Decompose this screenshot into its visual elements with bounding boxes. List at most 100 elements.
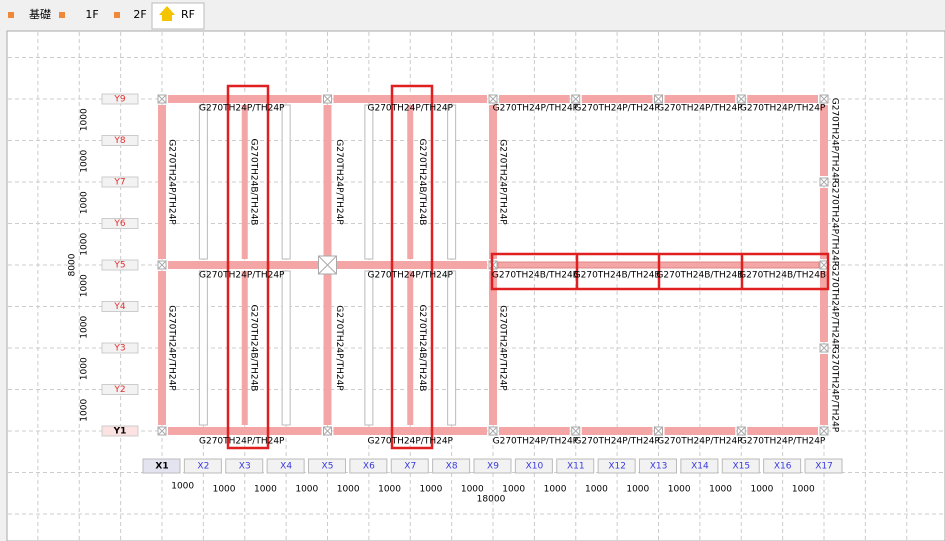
- column-cross: [323, 94, 332, 104]
- x-dimension: 1000: [378, 485, 401, 495]
- x-dimension: 1000: [626, 485, 649, 495]
- x-dimension: 1000: [295, 485, 318, 495]
- x-grid-label[interactable]: X14: [691, 462, 709, 472]
- tab-label[interactable]: 基礎: [29, 8, 51, 21]
- beam-label: G270TH24P/TH24P: [199, 271, 285, 281]
- column-cross: [488, 94, 498, 104]
- y-grid-label[interactable]: Y2: [113, 385, 125, 395]
- x-dimension: 1000: [792, 485, 815, 495]
- beam-label: G270TH24P/TH24P: [167, 139, 177, 225]
- x-grid-box: [680, 458, 719, 474]
- beam-label: G270TH24P/TH24P: [830, 181, 840, 267]
- x-grid-label[interactable]: X13: [650, 462, 668, 472]
- y-grid-label[interactable]: Y6: [113, 219, 125, 229]
- tab-icon: [59, 12, 65, 18]
- x-grid-label[interactable]: X3: [239, 462, 251, 472]
- y-grid-label[interactable]: Y9: [113, 95, 125, 105]
- x-grid-label[interactable]: X11: [567, 462, 585, 472]
- x-grid-label[interactable]: X15: [732, 462, 750, 472]
- beam-label: G270TH24P/TH24P: [368, 104, 454, 114]
- beam-label: G270TH24P/TH24P: [657, 437, 743, 447]
- y-grid-label[interactable]: Y8: [113, 136, 125, 146]
- small-beam: [447, 104, 457, 260]
- x-dimension: 1000: [709, 485, 732, 495]
- x-grid-box: [597, 458, 636, 474]
- x-grid-box: [721, 458, 760, 474]
- small-beam: [198, 104, 208, 260]
- beam-label: G270TH24P/TH24P: [830, 264, 840, 350]
- x-grid-box: [142, 458, 181, 474]
- y-grid-label[interactable]: Y1: [113, 427, 127, 437]
- beam-label: G270TH24B/TH24B: [739, 271, 826, 281]
- beam-label: G270TH24P/TH24P: [167, 305, 177, 391]
- y-grid-box: [101, 218, 139, 229]
- x-grid-box: [556, 458, 595, 474]
- beam-label: G270TH24P/TH24P: [498, 139, 508, 225]
- x-total-dimension: 18000: [477, 495, 506, 505]
- beam-label: G270TH24P/TH24P: [199, 437, 285, 447]
- x-grid-label[interactable]: X7: [404, 462, 416, 472]
- home-icon: [159, 6, 175, 21]
- x-dimension: 1000: [337, 485, 360, 495]
- y-grid-label[interactable]: Y4: [113, 302, 125, 312]
- y-grid-box: [101, 342, 139, 354]
- y-grid-box: [101, 384, 139, 395]
- column-cross: [654, 94, 663, 104]
- y-dimension: 1000: [80, 150, 90, 173]
- x-grid-box: [514, 458, 553, 474]
- x-grid-label[interactable]: X4: [280, 462, 292, 472]
- y-grid-label[interactable]: Y7: [113, 178, 125, 188]
- x-grid-box: [266, 458, 305, 474]
- beam-label: G270TH24P/TH24P: [368, 271, 454, 281]
- x-dimension: 1000: [585, 485, 608, 495]
- column-cross: [571, 426, 581, 436]
- x-grid-label[interactable]: X16: [774, 462, 792, 472]
- x-grid-label[interactable]: X17: [815, 462, 833, 472]
- x-grid-label[interactable]: X9: [487, 462, 499, 472]
- column-cross: [157, 94, 167, 104]
- small-beam: [198, 270, 208, 426]
- y-total-dimension: 8000: [68, 253, 78, 276]
- column-cross: [571, 94, 581, 104]
- small-beam: [364, 104, 374, 260]
- x-grid-box: [639, 458, 677, 474]
- x-grid-label[interactable]: X10: [526, 462, 544, 472]
- x-grid-label[interactable]: X6: [363, 462, 375, 472]
- tab-icon: [114, 12, 120, 18]
- x-dimension: 1000: [668, 485, 691, 495]
- x-grid-box: [308, 458, 346, 474]
- column-cross: [819, 426, 829, 436]
- active-tab: [151, 2, 205, 30]
- x-dimension: 1000: [171, 482, 194, 492]
- y-dimension: 1000: [80, 357, 90, 380]
- x-grid-box: [225, 458, 264, 474]
- x-grid-box: [473, 458, 512, 474]
- column-cross: [736, 426, 746, 436]
- tab-label[interactable]: 2F: [133, 8, 146, 21]
- y-grid-label[interactable]: Y5: [113, 261, 125, 271]
- y-grid-label[interactable]: Y3: [113, 344, 125, 354]
- beam-label: G270TH24P/TH24P: [199, 104, 285, 114]
- beam-label: G270TH24P/TH24P: [740, 437, 826, 447]
- beam-label: G270TH24B/TH24B: [656, 271, 743, 281]
- y-grid-box: [101, 259, 139, 271]
- tab-label[interactable]: RF: [181, 8, 195, 21]
- y-dimension: 1000: [80, 191, 90, 214]
- y-dimension: 1000: [80, 316, 90, 339]
- beam-label: G270TH24P/TH24P: [657, 104, 743, 114]
- column-cross: [819, 260, 829, 270]
- selection-box: [390, 84, 434, 450]
- x-grid-label[interactable]: X2: [197, 462, 209, 472]
- beam-label: G270TH24B/TH24B: [492, 271, 579, 281]
- tab-label[interactable]: 1F: [85, 8, 98, 21]
- beam-label: G270TH24P/TH24P: [368, 437, 454, 447]
- x-grid-label[interactable]: X8: [446, 462, 458, 472]
- x-grid-label[interactable]: X5: [322, 462, 334, 472]
- column-cross: [488, 426, 498, 436]
- x-grid-label[interactable]: X1: [155, 462, 168, 472]
- x-grid-label[interactable]: X12: [608, 462, 626, 472]
- x-grid-box: [763, 458, 802, 474]
- y-grid-box: [101, 93, 139, 105]
